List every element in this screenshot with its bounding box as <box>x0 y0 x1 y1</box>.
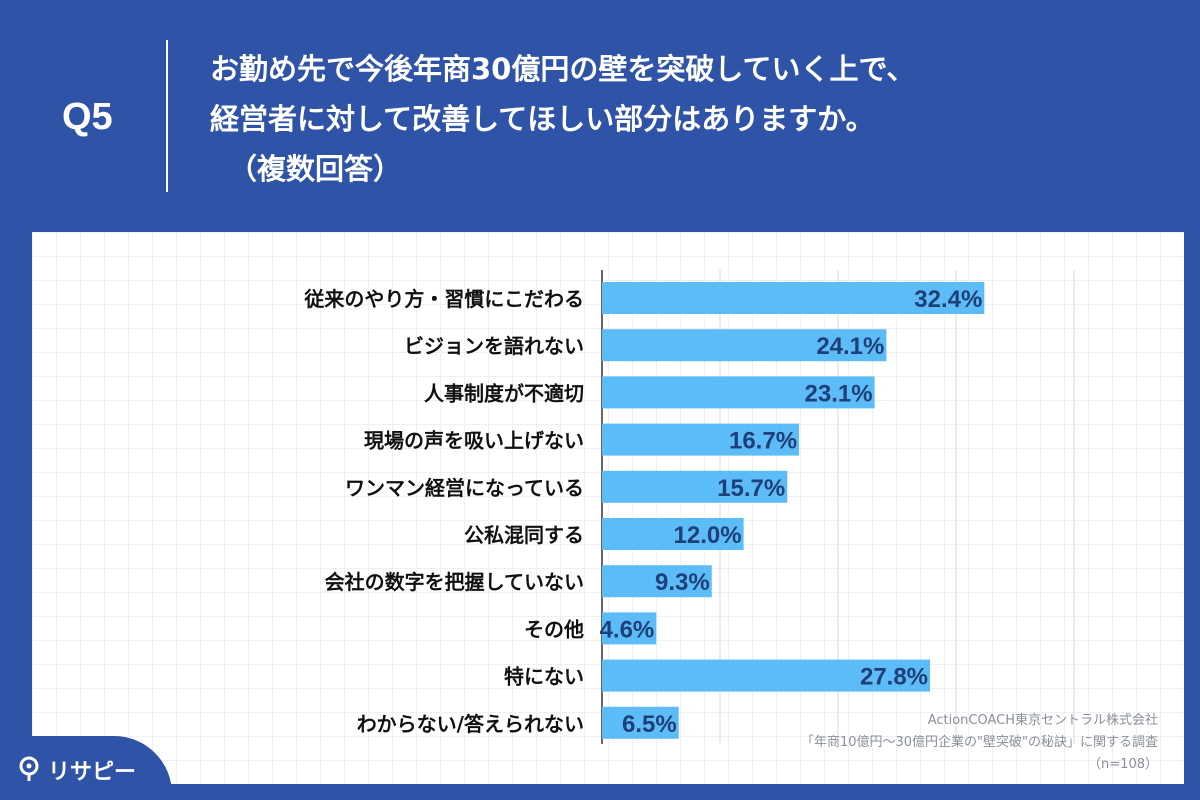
brand-logo: リサピー <box>0 736 172 800</box>
question-text: お勤め先で今後年商30億円の壁を突破していく上で、 経営者に対して改善してほしい… <box>210 44 1170 194</box>
bar <box>602 282 985 314</box>
category-label: 従来のやり方・習慣にこだわる <box>303 287 584 311</box>
chart-card: 従来のやり方・習慣にこだわる 32.4% ビジョンを語れない 24.1% 人事制度が不適… <box>32 232 1184 784</box>
brand-name: リサピー <box>48 760 137 785</box>
question-line-2: 経営者に対して改善してほしい部分はありますか。 <box>210 102 875 136</box>
source-line-1: ActionCOACH東京セントラル株式会社 <box>927 713 1158 728</box>
pin-icon <box>19 756 39 781</box>
category-label: 人事制度が不適切 <box>424 381 584 405</box>
data-label: 4.6% <box>600 616 655 643</box>
category-label: ワンマン経営になっている <box>345 476 584 500</box>
category-label: わからない/答えられない <box>357 712 584 736</box>
category-label: 公私混同する <box>464 523 584 547</box>
data-label: 12.0% <box>674 522 742 549</box>
bar <box>602 612 657 645</box>
data-label: 16.7% <box>729 428 797 455</box>
header-divider <box>166 40 168 192</box>
question-line-1: お勤め先で今後年商30億円の壁を突破していく上で、 <box>210 52 916 86</box>
data-label: 15.7% <box>717 475 785 502</box>
bar <box>602 565 712 598</box>
data-label: 24.1% <box>816 333 884 360</box>
category-label: 現場の声を吸い上げない <box>364 429 584 453</box>
bar <box>602 659 931 692</box>
bar <box>602 376 875 409</box>
category-label: その他 <box>524 617 584 641</box>
category-label: 特にない <box>504 665 584 689</box>
category-label: ビジョンを語れない <box>404 334 584 358</box>
source-note: ActionCOACH東京セントラル株式会社 「年商10億円～30億円企業の"壁… <box>801 710 1158 776</box>
data-label: 27.8% <box>860 664 928 691</box>
data-label: 6.5% <box>622 711 677 738</box>
question-label: Q5 <box>62 96 113 138</box>
bar <box>602 329 887 362</box>
bar <box>602 706 679 739</box>
data-label: 23.1% <box>805 380 873 407</box>
source-line-2: 「年商10億円～30億円企業の"壁突破"の秘訣」に関する調査 <box>800 735 1158 750</box>
question-header: Q5 お勤め先で今後年商30億円の壁を突破していく上で、 経営者に対して改善して… <box>0 0 1200 232</box>
source-line-3: （n=108） <box>1088 757 1158 772</box>
data-label: 32.4% <box>914 286 982 313</box>
bar <box>602 423 800 456</box>
question-line-3: （複数回答） <box>228 152 403 186</box>
category-label: 会社の数字を把握していない <box>325 570 584 594</box>
bar-chart: 従来のやり方・習慣にこだわる 32.4% ビジョンを語れない 24.1% 人事制度が不適… <box>303 270 1075 744</box>
bar <box>602 470 788 503</box>
data-label: 9.3% <box>655 569 710 596</box>
bar <box>602 518 744 550</box>
